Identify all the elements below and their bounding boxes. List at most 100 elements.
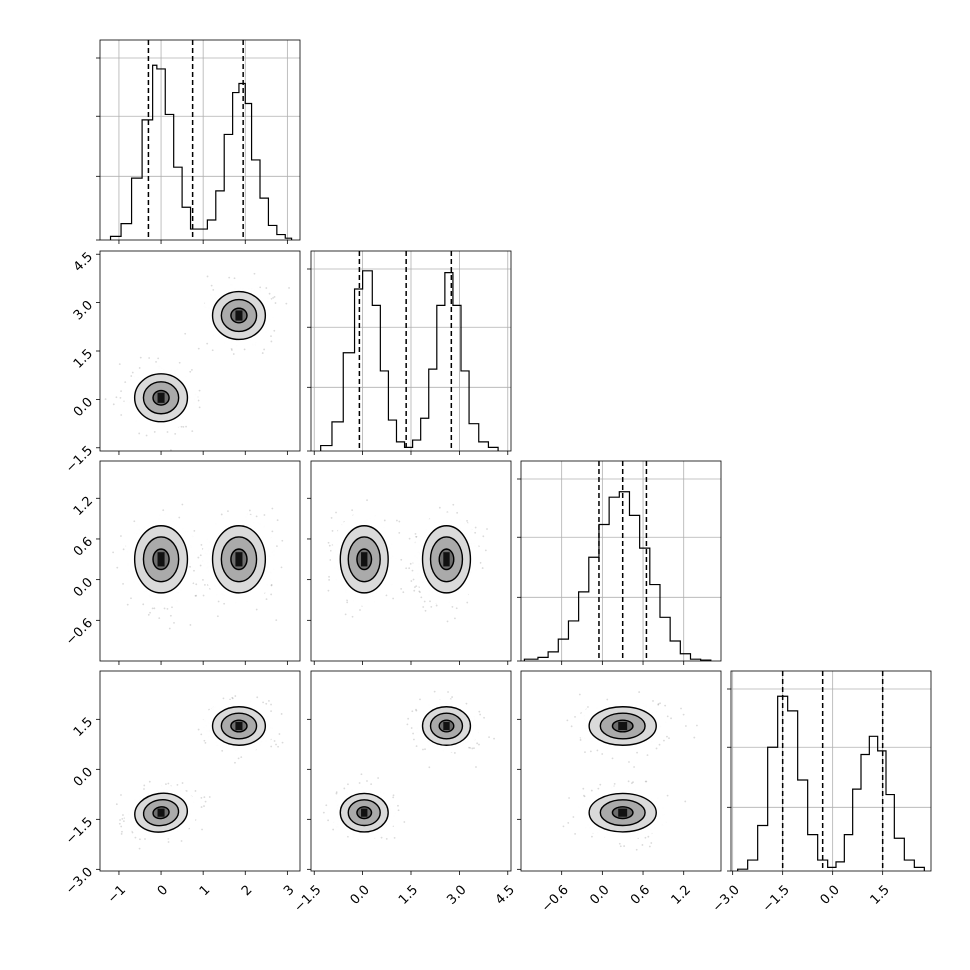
histogram-line: [320, 270, 499, 451]
density-peak: [361, 552, 368, 567]
sample-point: [126, 603, 129, 606]
sample-point: [623, 845, 626, 847]
sample-point: [474, 526, 477, 529]
pair-panel-2-0: [96, 460, 301, 662]
sample-point: [182, 425, 185, 428]
sample-point: [385, 594, 388, 597]
sample-point: [684, 800, 687, 803]
sample-point: [476, 742, 479, 745]
sample-point: [447, 691, 449, 693]
sample-point: [216, 615, 219, 618]
sample-point: [366, 499, 368, 502]
sample-point: [119, 819, 121, 821]
sample-point: [165, 783, 167, 786]
sample-point: [422, 748, 424, 751]
contour-line: [211, 706, 267, 746]
sample-point: [325, 804, 328, 807]
histogram-line: [523, 491, 712, 661]
sample-point: [393, 836, 396, 839]
histogram-panel-1: [307, 250, 512, 452]
sample-point: [465, 702, 468, 705]
sample-point: [148, 780, 151, 783]
sample-point: [636, 751, 638, 754]
sample-point: [407, 717, 410, 720]
sample-point: [423, 600, 426, 603]
contour-line: [133, 525, 189, 594]
sample-point: [415, 708, 417, 711]
contour-line: [429, 536, 464, 583]
sample-point: [478, 743, 480, 746]
sample-point: [167, 782, 170, 785]
sample-point: [332, 828, 335, 831]
sample-point: [322, 811, 325, 814]
sample-point: [346, 599, 349, 602]
sample-point: [138, 432, 141, 435]
sample-point: [419, 698, 421, 701]
sample-point: [200, 806, 203, 808]
sample-point: [270, 703, 272, 706]
sample-point: [644, 836, 647, 839]
sample-point: [220, 513, 223, 516]
sample-point: [133, 520, 136, 523]
sample-point: [635, 848, 638, 851]
sample-point: [231, 696, 234, 699]
sample-point: [270, 584, 273, 586]
sample-point: [328, 544, 331, 547]
sample-point: [568, 797, 570, 799]
sample-point: [403, 821, 406, 823]
sample-point: [104, 398, 107, 401]
sample-point: [347, 783, 349, 786]
sample-point: [184, 332, 187, 335]
panel-frame: [520, 460, 722, 662]
sample-point: [171, 606, 173, 609]
sample-point: [178, 516, 181, 519]
sample-point: [275, 619, 278, 622]
sample-point: [120, 833, 123, 835]
sample-point: [197, 347, 200, 350]
sample-point: [398, 531, 401, 534]
sample-point: [206, 342, 209, 345]
sample-point: [618, 842, 621, 845]
sample-point: [163, 607, 166, 610]
sample-point: [204, 741, 207, 744]
sample-point: [231, 697, 234, 700]
sample-point: [272, 296, 274, 299]
sample-point: [415, 535, 417, 538]
sample-point: [191, 369, 193, 371]
sample-point: [167, 841, 170, 843]
pair-panel-3-1: [307, 670, 512, 872]
sample-point: [122, 820, 125, 823]
pair-panel-2-1: [307, 460, 512, 662]
contour-line: [429, 712, 464, 740]
sample-point: [228, 276, 231, 279]
sample-point: [124, 381, 127, 384]
sample-point: [170, 449, 172, 451]
density-peak: [157, 392, 165, 403]
sample-point: [331, 530, 334, 532]
sample-point: [327, 589, 330, 592]
sample-point: [589, 750, 592, 753]
sample-point: [255, 515, 258, 518]
sample-point: [180, 840, 183, 842]
sample-point: [131, 371, 134, 374]
sample-point: [277, 745, 279, 748]
sample-point: [233, 277, 236, 280]
panel-content: [104, 272, 290, 451]
sample-point: [402, 591, 405, 594]
sample-point: [668, 737, 670, 740]
sample-point: [166, 607, 169, 610]
sample-point: [118, 822, 121, 825]
sample-point: [644, 780, 647, 783]
sample-point: [645, 780, 648, 783]
sample-point: [288, 287, 290, 289]
sample-point: [112, 551, 115, 554]
sample-point: [121, 830, 123, 833]
sample-point: [418, 590, 421, 593]
sample-point: [479, 561, 482, 564]
sample-point: [484, 549, 487, 552]
contour-line: [220, 536, 258, 583]
sample-point: [210, 284, 213, 287]
sample-point: [666, 794, 669, 797]
sample-point: [138, 847, 141, 850]
sample-point: [366, 780, 368, 782]
